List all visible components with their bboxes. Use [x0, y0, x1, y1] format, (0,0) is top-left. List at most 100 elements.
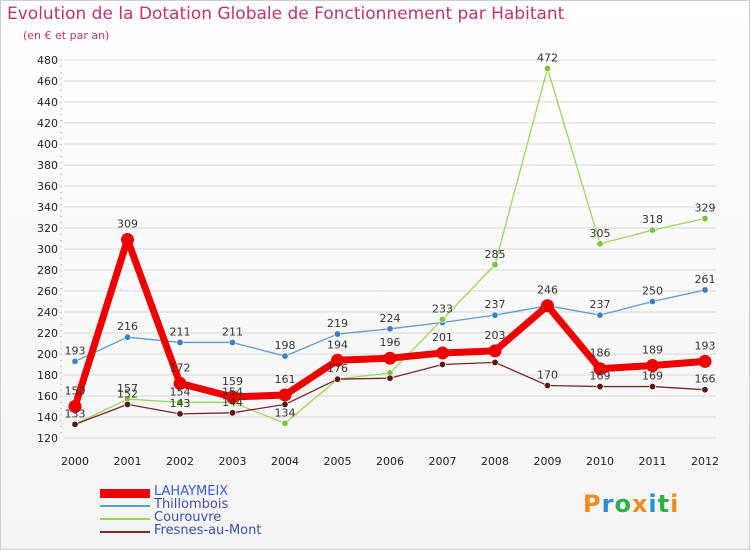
data-label: 216 [117, 320, 138, 333]
data-label: 224 [380, 312, 401, 325]
legend-swatch [100, 518, 150, 520]
logo-letter: t [657, 490, 671, 518]
proxiti-logo: Proxiti [583, 490, 679, 518]
data-label: 134 [275, 406, 296, 419]
data-point [229, 338, 237, 346]
data-point [226, 390, 239, 404]
data-label: 144 [222, 396, 243, 409]
data-point [281, 419, 289, 427]
data-point [701, 215, 709, 223]
data-label: 161 [275, 373, 296, 386]
data-point [278, 388, 292, 402]
x-tick-label: 2001 [114, 455, 142, 468]
data-point [488, 344, 502, 358]
data-point [331, 353, 344, 367]
data-label: 170 [537, 369, 558, 382]
data-label: 154 [222, 385, 243, 398]
data-label: 166 [695, 373, 716, 386]
data-point [124, 400, 132, 408]
y-tick-label: 180 [37, 369, 58, 382]
legend-label: LAHAYMEIX [154, 484, 229, 499]
data-label: 237 [485, 298, 506, 311]
data-point [71, 357, 79, 365]
x-tick-label: 2004 [271, 455, 299, 468]
data-point [386, 325, 394, 333]
y-tick-label: 440 [37, 96, 58, 109]
data-point [383, 351, 397, 365]
data-point [701, 386, 709, 394]
x-tick-label: 2010 [586, 455, 614, 468]
data-point [491, 261, 499, 269]
data-label: 172 [170, 361, 191, 374]
chart-subtitle: (en € et par an) [23, 29, 110, 42]
y-tick-label: 360 [37, 180, 58, 193]
data-point [173, 376, 187, 390]
data-point [541, 299, 554, 313]
data-label: 133 [65, 407, 86, 420]
data-label: 157 [117, 382, 138, 395]
y-tick-label: 400 [37, 138, 58, 151]
data-label: 198 [275, 339, 296, 352]
legend-label: Thillombois [154, 497, 229, 512]
data-point [436, 346, 449, 360]
data-label: 305 [590, 227, 611, 240]
logo-letter: o [614, 490, 632, 518]
data-point [646, 359, 659, 373]
data-point [333, 375, 341, 383]
y-tick-label: 260 [37, 285, 58, 298]
data-label: 250 [642, 285, 663, 298]
x-tick-label: 2002 [166, 455, 194, 468]
data-label: 203 [485, 329, 506, 342]
chart-title: Evolution de la Dotation Globale de Fonc… [7, 4, 565, 24]
x-tick-label: 2007 [429, 455, 457, 468]
data-point [543, 381, 551, 389]
y-tick-label: 280 [37, 264, 58, 277]
data-point [438, 315, 446, 323]
data-point [648, 226, 656, 234]
data-point [229, 409, 237, 417]
data-label: 329 [695, 202, 716, 215]
data-point [333, 330, 341, 338]
x-tick-label: 2006 [376, 455, 404, 468]
data-label: 211 [222, 325, 243, 338]
data-point [648, 383, 656, 391]
data-label: 193 [65, 344, 86, 357]
legend-label: Courouvre [154, 510, 222, 525]
data-label: 186 [590, 347, 611, 360]
x-tick-label: 2008 [481, 455, 509, 468]
data-label: 189 [642, 344, 663, 357]
data-point [124, 333, 132, 341]
legend-swatch [100, 505, 150, 507]
data-label: 143 [170, 397, 191, 410]
y-tick-label: 460 [37, 75, 58, 88]
data-point [596, 240, 604, 248]
y-tick-label: 320 [37, 222, 58, 235]
y-tick-label: 140 [37, 411, 58, 424]
data-point [701, 286, 709, 294]
data-point [438, 360, 446, 368]
data-point [543, 64, 551, 72]
data-label: 201 [432, 331, 453, 344]
data-point [491, 311, 499, 319]
data-point [596, 383, 604, 391]
x-tick-label: 2003 [219, 455, 247, 468]
data-label: 219 [327, 317, 348, 330]
legend-label: Fresnes-au-Mont [154, 523, 262, 538]
data-point [281, 352, 289, 360]
y-tick-label: 300 [37, 243, 58, 256]
data-label: 211 [170, 325, 191, 338]
data-label: 261 [695, 273, 716, 286]
data-point [648, 297, 656, 305]
data-point [176, 410, 184, 418]
logo-letter: i [648, 490, 658, 518]
data-label: 152 [117, 387, 138, 400]
logo-letter: x [631, 490, 649, 518]
x-tick-label: 2009 [534, 455, 562, 468]
data-label: 196 [380, 336, 401, 349]
y-tick-label: 220 [37, 327, 58, 340]
y-tick-label: 420 [37, 117, 58, 130]
y-tick-label: 340 [37, 201, 58, 214]
y-tick-label: 200 [37, 348, 58, 361]
x-tick-label: 2000 [61, 455, 89, 468]
data-point [176, 398, 184, 406]
